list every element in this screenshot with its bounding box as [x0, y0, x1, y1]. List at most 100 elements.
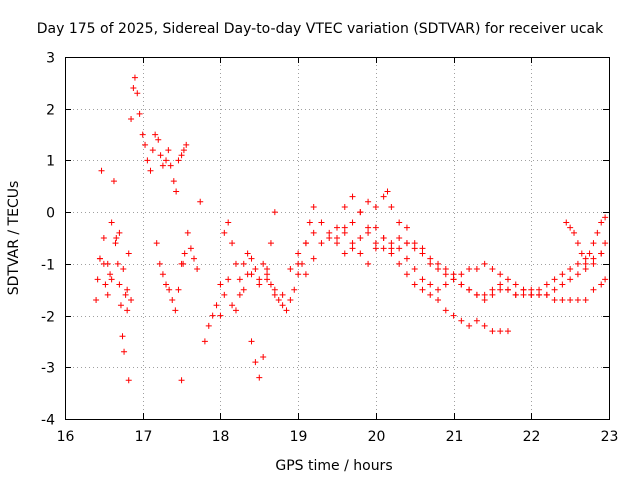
data-point [295, 260, 302, 267]
data-point [551, 286, 558, 293]
data-point [187, 245, 194, 252]
data-point [136, 110, 143, 117]
data-point [403, 224, 410, 231]
data-point [178, 377, 185, 384]
y-axis-label: SDTVAR / TECUs [6, 181, 22, 296]
data-point [543, 281, 550, 288]
data-point [372, 224, 379, 231]
series-arc-1 [93, 167, 128, 355]
data-point [419, 276, 426, 283]
data-point [334, 224, 340, 231]
data-point [582, 297, 589, 304]
chart-title: Day 175 of 2025, Sidereal Day-to-day VTE… [37, 21, 604, 37]
data-point [271, 291, 278, 298]
y-tick-label: 1 [46, 154, 55, 170]
data-point [365, 260, 372, 267]
data-point [248, 271, 255, 278]
data-point [598, 281, 605, 288]
data-point [256, 276, 263, 283]
data-point [481, 297, 488, 304]
data-point [165, 147, 172, 154]
data-point [124, 307, 131, 314]
data-point [181, 250, 188, 257]
data-point [172, 307, 179, 314]
y-tick-label: -3 [41, 361, 55, 377]
data-point [466, 286, 473, 293]
data-point [232, 307, 239, 314]
data-point [365, 224, 372, 231]
data-point [551, 297, 558, 304]
data-point [574, 240, 581, 247]
data-point [357, 209, 364, 216]
data-point [427, 281, 434, 288]
data-point [403, 240, 410, 247]
data-point [248, 255, 255, 262]
x-tick-label: 16 [57, 429, 75, 445]
data-point [134, 90, 141, 97]
data-point [175, 286, 182, 293]
data-point [574, 271, 581, 278]
data-point [372, 245, 379, 252]
data-point [271, 209, 278, 216]
data-point [153, 240, 160, 247]
data-point [481, 260, 488, 267]
gridlines [65, 57, 609, 419]
data-point [252, 266, 259, 273]
data-point [128, 116, 135, 123]
data-point [252, 359, 259, 366]
data-point [563, 219, 570, 226]
data-point [201, 338, 208, 345]
data-point [318, 219, 325, 226]
data-point [156, 260, 163, 267]
data-point [590, 240, 597, 247]
data-point [169, 297, 176, 304]
data-point [365, 198, 372, 205]
data-point [602, 276, 609, 283]
data-point [260, 260, 267, 267]
data-point [326, 235, 333, 241]
data-point [279, 291, 286, 298]
data-point [159, 271, 166, 278]
data-point [380, 245, 387, 252]
x-tick-label: 19 [290, 429, 308, 445]
data-point [349, 240, 356, 247]
data-point [100, 235, 107, 241]
data-point [396, 245, 403, 252]
data-point [225, 276, 232, 283]
data-point [131, 74, 138, 81]
data-point [94, 276, 101, 283]
data-point [435, 266, 442, 273]
y-tick-label: 0 [46, 206, 55, 222]
data-point [295, 271, 302, 278]
data-point [155, 136, 162, 143]
data-point [279, 302, 286, 309]
data-point [310, 255, 317, 262]
data-point [574, 260, 581, 267]
data-point [559, 297, 566, 304]
data-point [175, 157, 182, 164]
data-point [124, 286, 131, 293]
data-point [152, 131, 159, 138]
data-point [229, 302, 236, 309]
data-point [306, 219, 313, 226]
data-point [310, 203, 317, 210]
data-point [427, 291, 434, 298]
data-point [528, 291, 535, 298]
series-arc-12 [563, 214, 609, 262]
data-point [384, 188, 391, 195]
data-point [481, 291, 488, 298]
data-point [128, 297, 135, 304]
data-point [388, 240, 395, 247]
data-point [102, 281, 109, 288]
data-point [349, 193, 356, 200]
data-point [582, 260, 589, 267]
data-point [489, 291, 496, 298]
data-point [163, 281, 170, 288]
series-arc-9 [295, 193, 605, 298]
data-point [504, 328, 511, 335]
data-point [435, 297, 442, 304]
data-point [180, 147, 187, 154]
series-arc-6 [201, 203, 317, 345]
data-point [96, 255, 103, 262]
